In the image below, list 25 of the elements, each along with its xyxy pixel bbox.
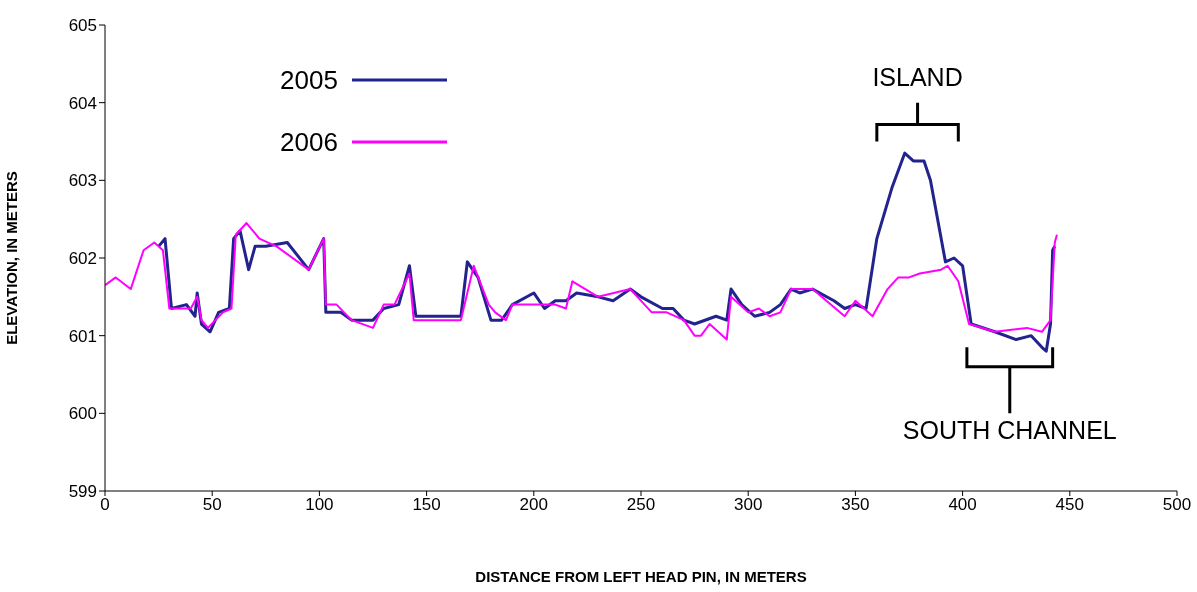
x-tick-label: 200: [519, 495, 548, 515]
x-axis-title: DISTANCE FROM LEFT HEAD PIN, IN METERS: [475, 568, 807, 585]
x-tick-label: 400: [948, 495, 977, 515]
x-tick-label: 450: [1055, 495, 1084, 515]
y-tick-label: 602: [68, 249, 97, 269]
y-tick-label: 600: [68, 404, 97, 424]
y-tick-label: 604: [68, 93, 97, 113]
y-tick-label: 599: [68, 482, 97, 502]
y-tick-label: 601: [68, 326, 97, 346]
y-axis-title: ELEVATION, IN METERS: [3, 171, 21, 345]
annotation: ISLAND: [872, 62, 963, 91]
legend-label: 2006: [280, 126, 338, 158]
x-tick-label: 250: [626, 495, 656, 515]
x-tick-label: 500: [1162, 495, 1192, 515]
y-tick-label: 603: [68, 171, 97, 191]
x-tick-label: 300: [734, 495, 763, 515]
x-tick-label: 0: [100, 495, 110, 515]
y-tick-label: 605: [68, 16, 97, 36]
legend-label: 2005: [280, 64, 338, 96]
x-tick-label: 100: [305, 495, 334, 515]
line-series: [105, 222, 1058, 341]
annotation: SOUTH CHANNEL: [902, 416, 1117, 445]
x-tick-label: 50: [202, 495, 222, 515]
x-tick-label: 150: [412, 495, 441, 515]
x-tick-label: 350: [841, 495, 870, 515]
